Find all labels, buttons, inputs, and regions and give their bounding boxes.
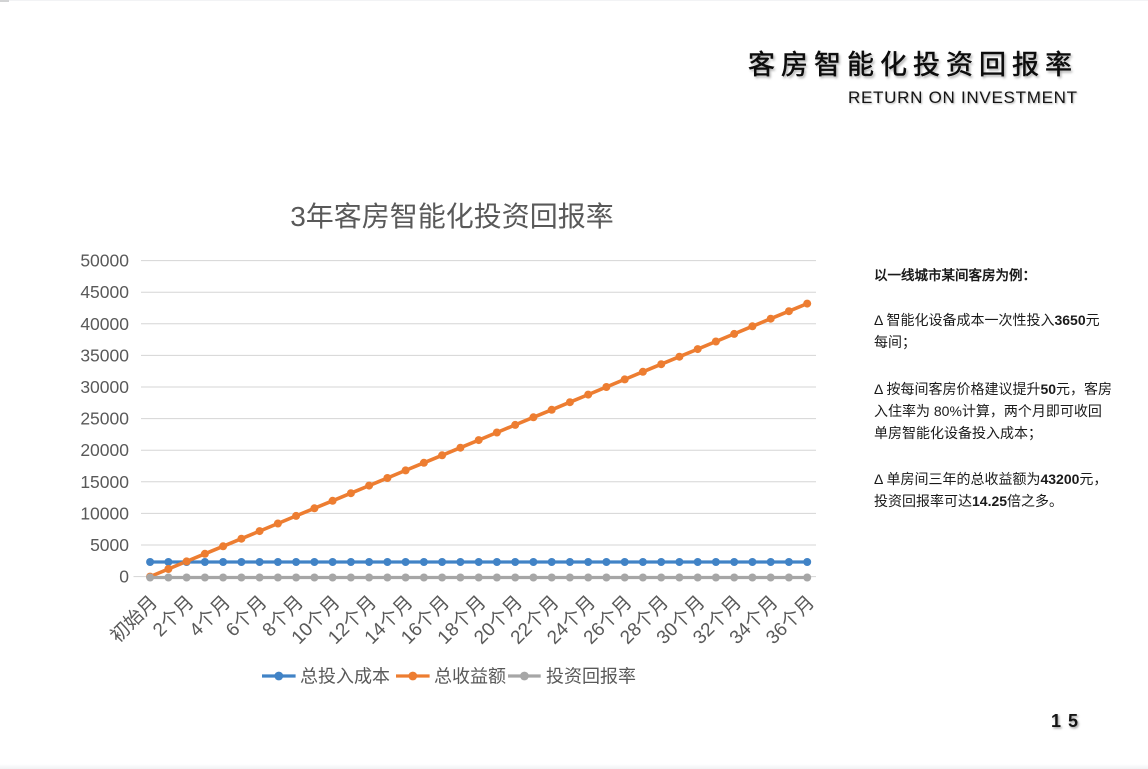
- svg-text:4个月: 4个月: [185, 591, 235, 641]
- svg-text:30000: 30000: [80, 377, 129, 397]
- svg-text:6个月: 6个月: [222, 591, 272, 641]
- svg-text:初始月: 初始月: [106, 591, 162, 647]
- svg-text:25000: 25000: [80, 409, 129, 429]
- svg-text:40000: 40000: [80, 314, 129, 334]
- svg-text:2个月: 2个月: [149, 591, 199, 641]
- svg-text:10000: 10000: [80, 503, 129, 523]
- svg-text:总投入成本: 总投入成本: [300, 667, 390, 687]
- svg-text:总收益额: 总收益额: [434, 667, 506, 687]
- svg-text:投资回报率: 投资回报率: [546, 667, 636, 687]
- svg-text:45000: 45000: [80, 282, 129, 302]
- svg-text:5000: 5000: [90, 535, 129, 555]
- svg-text:0: 0: [119, 567, 129, 587]
- svg-text:35000: 35000: [80, 345, 129, 365]
- svg-text:15000: 15000: [80, 472, 129, 492]
- svg-text:20000: 20000: [80, 440, 129, 460]
- svg-text:50000: 50000: [80, 251, 129, 271]
